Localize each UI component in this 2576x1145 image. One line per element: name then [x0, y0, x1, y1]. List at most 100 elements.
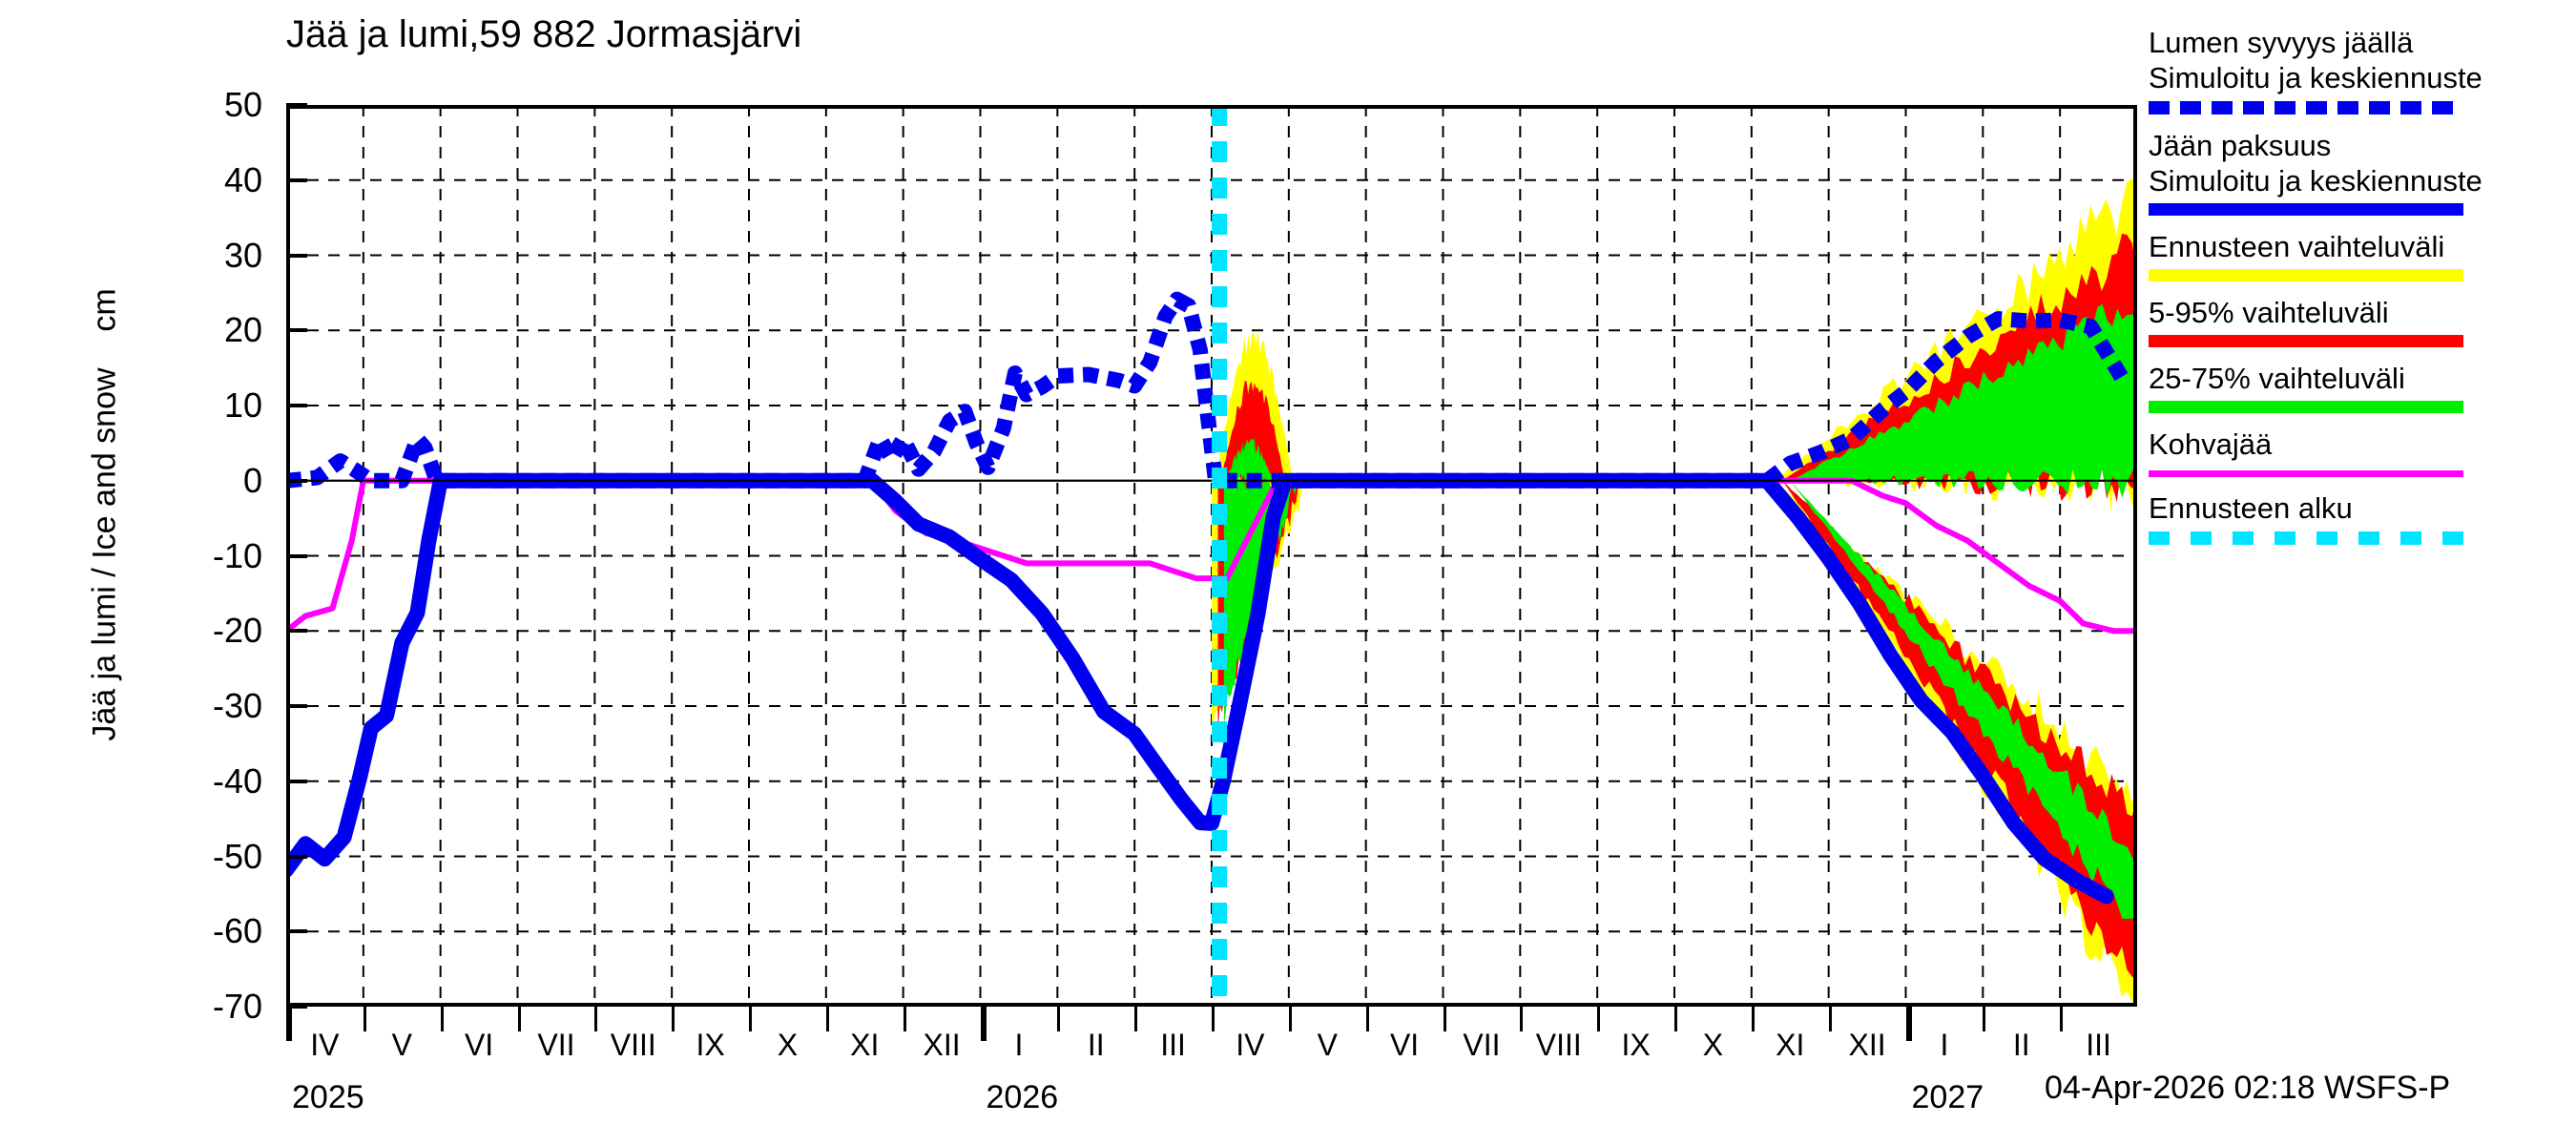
x-tick-label: XI: [1776, 1028, 1805, 1062]
y-tick-mark: [286, 854, 307, 859]
x-year-label: 2026: [986, 1079, 1059, 1115]
y-tick-mark: [286, 704, 307, 708]
series-snow-depth-line: [286, 291, 2129, 489]
legend-swatch: [2149, 401, 2463, 413]
x-tick-mark: [1905, 1007, 1912, 1041]
x-tick-label: I: [1014, 1028, 1024, 1062]
band-yellow-ice-2027: [1775, 480, 2137, 1007]
x-tick-label: IX: [696, 1028, 725, 1062]
x-tick-mark: [1134, 1007, 1138, 1031]
x-year-label: 2025: [292, 1079, 364, 1115]
y-tick-label: 50: [223, 85, 262, 124]
legend-label: 5-95% vaihteluväli: [2149, 296, 2389, 329]
x-tick-mark: [1520, 1007, 1524, 1031]
x-tick-label: X: [1702, 1028, 1724, 1062]
x-tick-mark: [749, 1007, 752, 1031]
legend-label: 25-75% vaihteluväli: [2149, 362, 2405, 395]
x-tick-label: VIII: [610, 1028, 656, 1062]
x-tick-label: VII: [1463, 1028, 1501, 1062]
y-tick-mark: [286, 478, 307, 483]
x-year-label: 2027: [1911, 1079, 1984, 1115]
y-tick-mark: [286, 404, 307, 407]
footer-timestamp: 04-Apr-2026 02:18 WSFS-P: [2045, 1070, 2451, 1106]
y-tick-label: -40: [212, 760, 262, 801]
x-tick-mark: [825, 1007, 829, 1031]
legend-swatch: [2149, 470, 2463, 477]
x-tick-mark: [980, 1007, 987, 1041]
y-tick-mark: [286, 553, 307, 558]
x-tick-mark: [2060, 1007, 2064, 1031]
y-tick-label: -10: [212, 535, 262, 575]
legend-item[interactable]: Kohvajää: [2149, 427, 2568, 477]
plot-area: [286, 105, 2137, 1007]
legend-swatch: [2149, 101, 2463, 114]
y-tick-label: 10: [223, 385, 262, 425]
x-tick-label: III: [2086, 1028, 2111, 1062]
x-tick-label: XII: [923, 1028, 961, 1062]
legend-item[interactable]: Jään paksuus Simuloitu ja keskiennuste: [2149, 128, 2568, 216]
y-tick-label: 0: [242, 460, 262, 500]
x-tick-label: XII: [1848, 1028, 1886, 1062]
legend-swatch: [2149, 269, 2463, 281]
y-tick-mark: [286, 253, 307, 258]
x-tick-label: IV: [310, 1028, 340, 1062]
x-tick-label: XI: [850, 1028, 880, 1062]
y-tick-label: -30: [212, 686, 262, 725]
x-tick-label: X: [777, 1028, 799, 1062]
x-tick-label: V: [391, 1028, 412, 1062]
x-tick-mark: [1212, 1007, 1215, 1031]
chart-canvas: [286, 105, 2137, 1007]
band-green-ice-2027: [1790, 480, 2137, 922]
legend-swatch: [2149, 531, 2463, 545]
y-tick-mark: [286, 103, 307, 107]
x-tick-mark: [672, 1007, 675, 1031]
legend-label: Lumen syvyys jäällä: [2149, 26, 2414, 59]
y-tick-mark: [286, 328, 307, 333]
legend-label: Ennusteen alku: [2149, 491, 2353, 525]
legend-item[interactable]: Ennusteen alku: [2149, 490, 2568, 545]
y-tick-label: -60: [212, 911, 262, 951]
x-tick-label: III: [1160, 1028, 1186, 1062]
series-ice-thickness-line: [286, 472, 2114, 905]
legend-item[interactable]: Lumen syvyys jäällä Simuloitu ja keskienn…: [2149, 25, 2568, 114]
y-tick-label: -70: [212, 987, 262, 1026]
x-tick-label: VI: [1389, 1028, 1420, 1062]
x-tick-mark: [1983, 1007, 1986, 1031]
x-tick-label: II: [1087, 1028, 1105, 1062]
legend-item[interactable]: 5-95% vaihteluväli: [2149, 295, 2568, 347]
y-tick-label: 20: [223, 310, 262, 350]
x-tick-label: IX: [1621, 1028, 1651, 1062]
x-tick-mark: [440, 1007, 444, 1031]
x-tick-label: IV: [1236, 1028, 1265, 1062]
y-tick-mark: [286, 779, 307, 783]
x-tick-label: II: [2012, 1028, 2030, 1062]
x-tick-label: VII: [537, 1028, 575, 1062]
legend-item[interactable]: Ennusteen vaihteluväli: [2149, 229, 2568, 281]
x-tick-mark: [517, 1007, 521, 1031]
legend-swatch: [2149, 335, 2463, 347]
x-tick-mark: [1288, 1007, 1292, 1031]
legend-swatch: [2149, 203, 2463, 216]
x-tick-label: I: [1940, 1028, 1949, 1062]
x-tick-mark: [1365, 1007, 1369, 1031]
x-tick-mark: [903, 1007, 906, 1031]
page-title: Jää ja lumi,59 882 Jormasjärvi: [286, 13, 802, 55]
x-tick-mark: [286, 1007, 292, 1041]
x-tick-mark: [594, 1007, 598, 1031]
legend-sublabel: Simuloitu ja keskiennuste: [2149, 164, 2483, 198]
x-tick-label: V: [1317, 1028, 1338, 1062]
legend-sublabel: Simuloitu ja keskiennuste: [2149, 61, 2483, 94]
band-green-ice-2026: [1223, 480, 1297, 725]
legend-item[interactable]: 25-75% vaihteluväli: [2149, 361, 2568, 413]
band-green-snow-2027: [1790, 304, 2137, 498]
y-tick-mark: [286, 629, 307, 634]
x-tick-label: VI: [464, 1028, 494, 1062]
y-tick-label: 40: [223, 159, 262, 199]
y-tick-mark: [286, 1005, 307, 1009]
y-tick-label: -50: [212, 836, 262, 876]
x-tick-label: VIII: [1535, 1028, 1582, 1062]
x-tick-mark: [1674, 1007, 1677, 1031]
plot-frame: [286, 105, 2137, 1007]
y-axis-label: Jää ja lumi / Ice and snow cm: [86, 288, 123, 741]
